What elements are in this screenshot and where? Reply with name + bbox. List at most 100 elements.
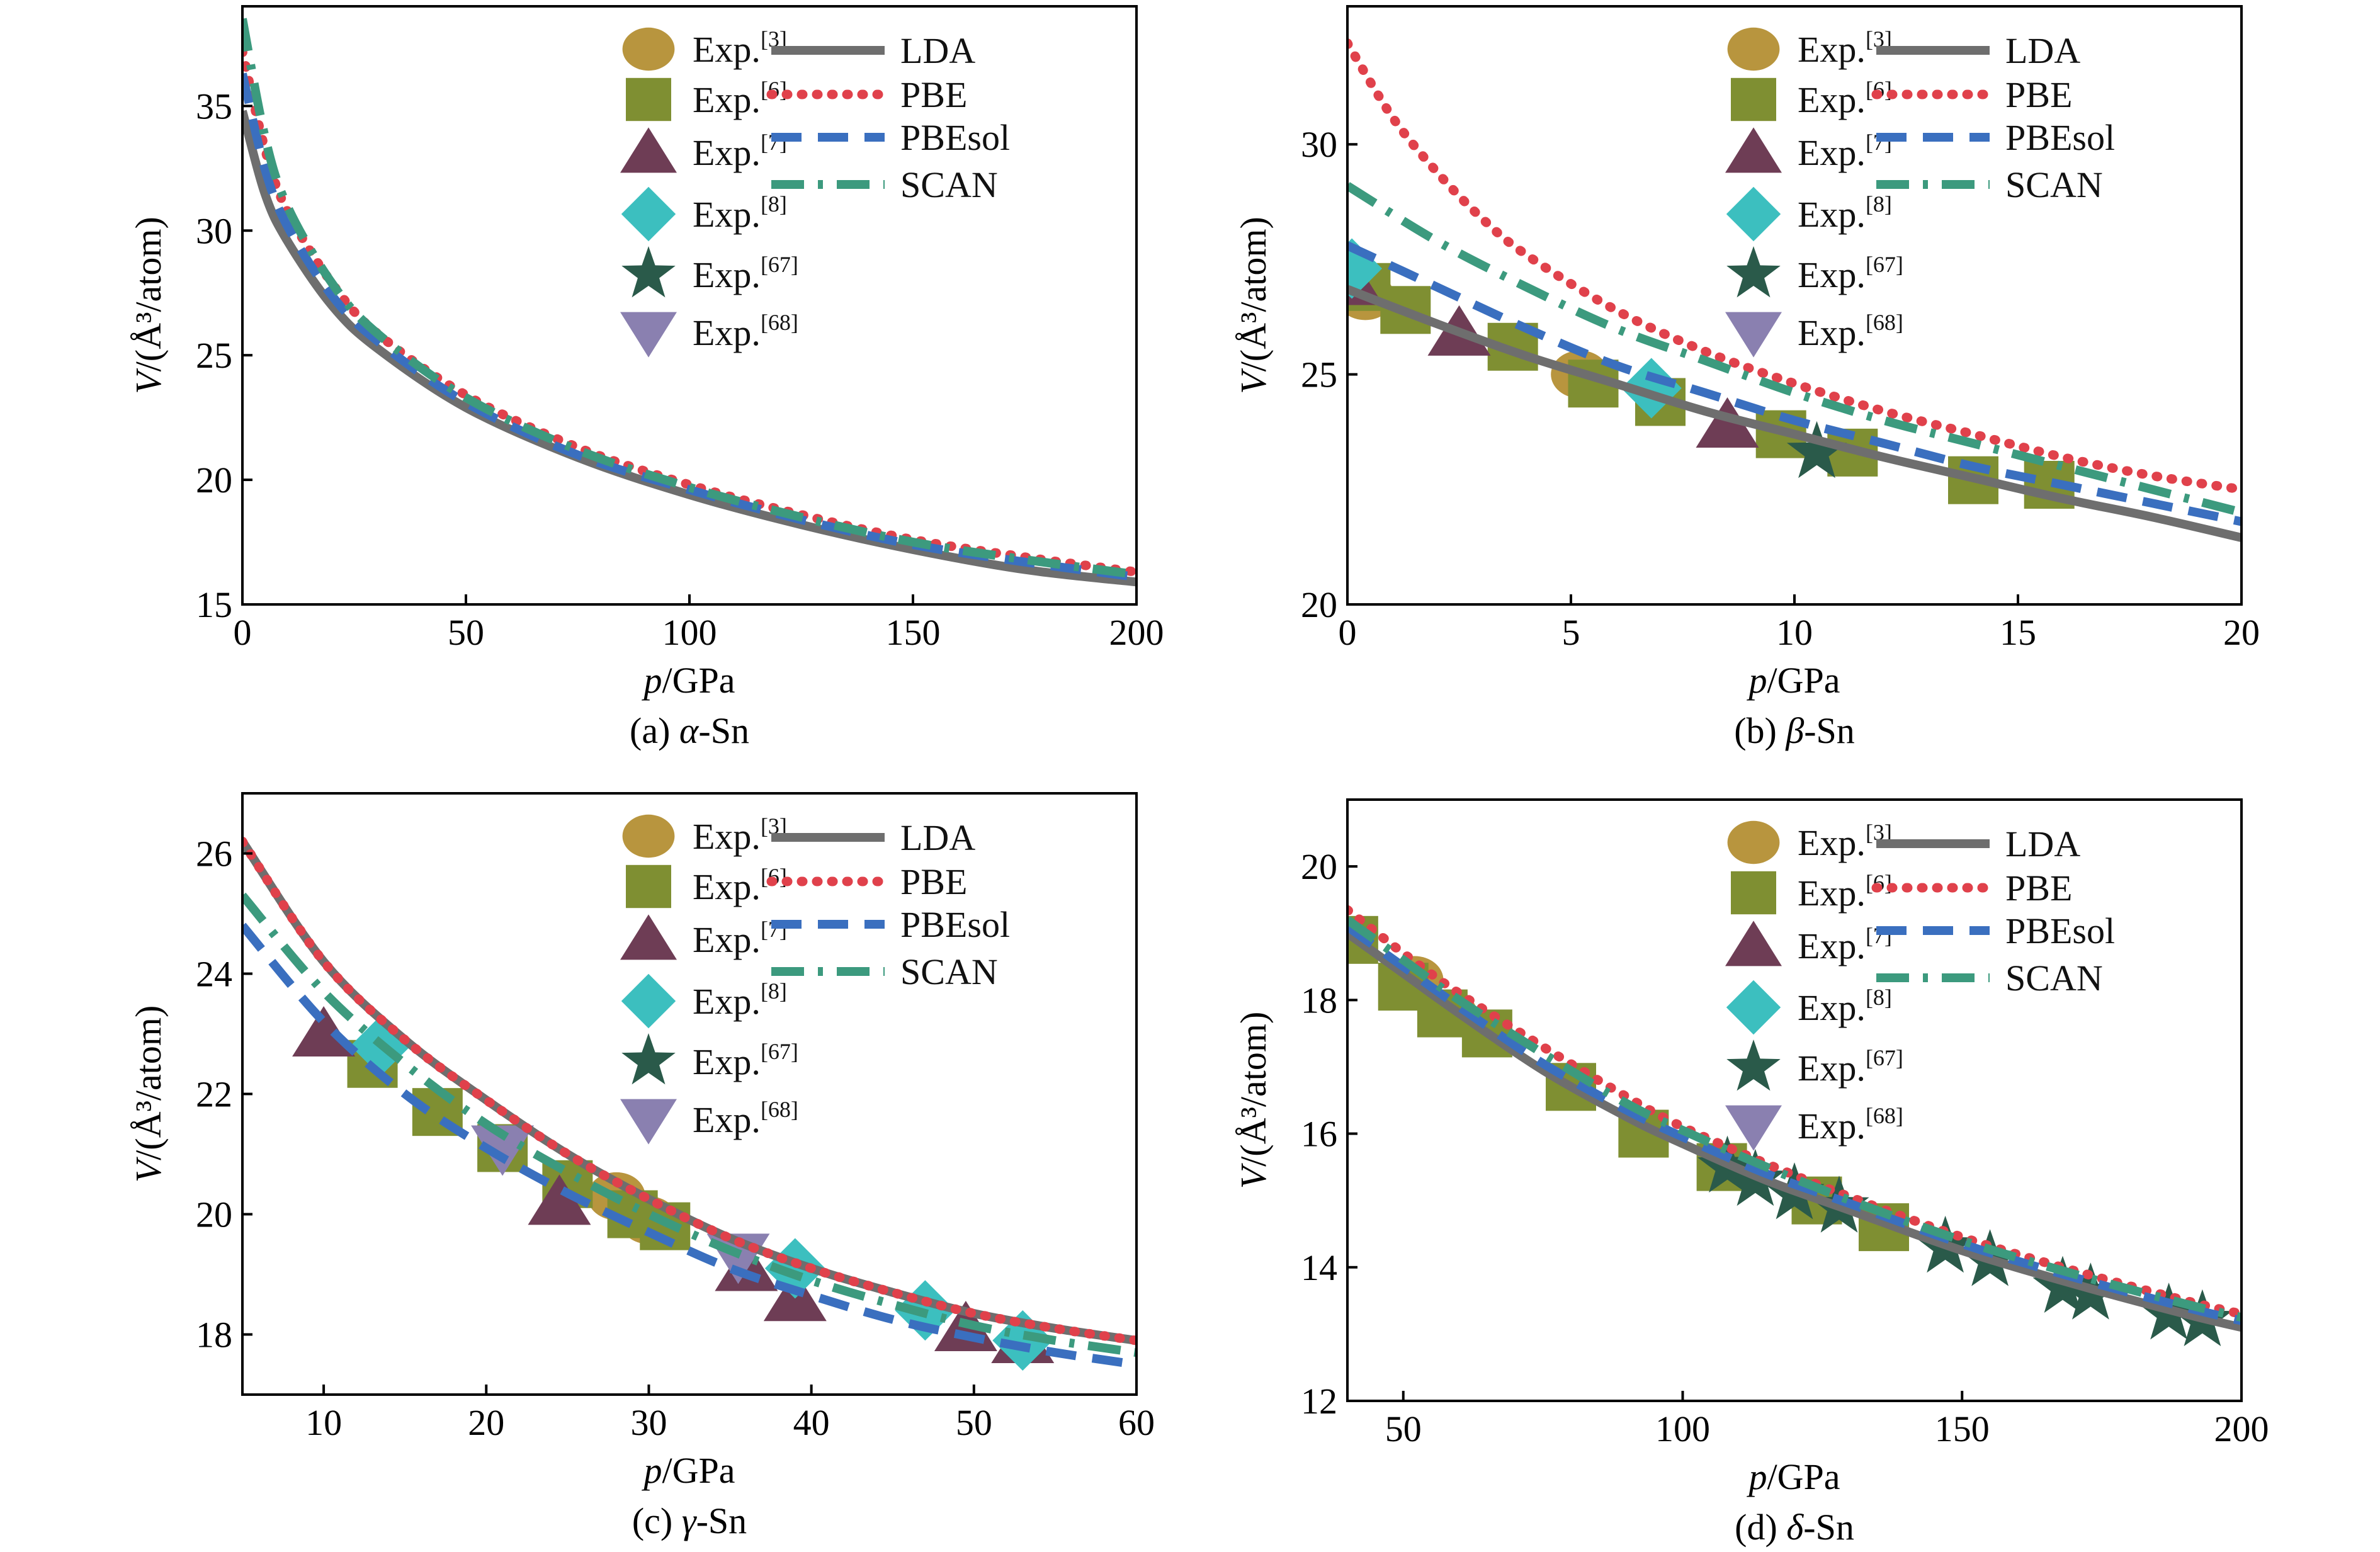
legend-item-pbe: PBE [766,861,967,902]
series-pbe-line [1347,38,2241,494]
series-lda-line [242,110,1136,587]
x-tick-label: 100 [662,612,717,653]
x-tick-label: 150 [1935,1408,1990,1449]
legend-item-exp-68: Exp.[68] [620,1097,798,1145]
legend-label: PBE [2005,74,2072,115]
panel-caption: (d) δ-Sn [1735,1507,1854,1548]
y-tick-label: 15 [196,584,232,625]
x-tick-label: 0 [234,612,252,653]
y-tick-label: 18 [1301,980,1337,1021]
legend-label: PBEsol [2005,117,2115,158]
y-tick-label: 20 [196,460,232,501]
x-axis-title: p/GPa [642,1450,735,1491]
legend-label: Exp.[8] [693,978,787,1022]
legend-label: Exp.[68] [1798,310,1903,353]
legend-marker-star [621,1033,676,1085]
legend-label: Exp.[6] [1798,870,1892,914]
legend-item-exp-3: Exp.[3] [622,26,787,71]
x-tick-label: 10 [305,1402,342,1443]
legend-marker-diamond [621,186,676,242]
panel-c: 10 20 30 40 50 60 18 20 22 24 26 p/GPa V/(Å³/atom) (c… [128,792,1155,1541]
legend: Exp.[3] Exp.[6] Exp.[7] Exp.[8] Exp.[67] Exp.… [1725,26,2115,358]
legend-item-exp-68: Exp.[68] [1725,1103,1903,1151]
legend-item-exp-6: Exp.[6] [626,864,787,909]
series-pbe-line [1347,905,2241,1319]
legend-label: Exp.[68] [693,1097,798,1140]
series-scan-line [1347,182,2241,517]
x-axis-title: p/GPa [1747,660,1840,701]
legend-item-exp-68: Exp.[68] [1725,310,1903,358]
y-tick-label: 30 [196,210,232,251]
y-axis-title: V/(Å³/atom) [1233,1012,1274,1189]
y-axis-title: V/(Å³/atom) [1233,217,1274,394]
legend-label: Exp.[3] [1798,26,1892,70]
experimental-points [292,1006,1055,1371]
legend-item-exp-67: Exp.[67] [621,246,798,298]
legend-marker-square [1731,77,1776,122]
legend-label: Exp.[7] [1798,923,1892,966]
legend-item-exp-7: Exp.[7] [620,127,787,173]
legend-marker-square [626,77,671,122]
legend-label: PBE [900,74,967,115]
panel-caption: (a) α-Sn [630,710,749,751]
legend-item-scan: SCAN [771,951,998,992]
x-tick-label: 30 [630,1402,667,1443]
legend-label: Exp.[3] [693,26,787,70]
legend-marker-triangle-up [1725,127,1782,173]
calculated-curves [242,18,1136,587]
calculated-curves [242,836,1136,1369]
calculated-curves [1347,38,2241,542]
plot-frame [241,5,1138,606]
y-axis-title: V/(Å³/atom) [128,1005,169,1183]
legend-item-exp-8: Exp.[8] [1726,186,1892,242]
legend-label: Exp.[6] [693,864,787,907]
legend-label: SCAN [900,164,998,205]
legend-item-exp-67: Exp.[67] [1726,1039,1903,1091]
legend-item-scan: SCAN [771,164,998,205]
legend-item-exp-67: Exp.[67] [621,1033,798,1085]
y-tick-label: 25 [1301,354,1337,395]
legend-item-lda: LDA [771,30,975,71]
legend-item-scan: SCAN [1876,164,2103,205]
legend-marker-triangle-up [620,127,677,173]
data-point-exp-7 [1696,397,1759,448]
x-tick-label: 20 [2223,612,2260,653]
legend-label: Exp.[7] [693,130,787,173]
y-tick-label: 12 [1301,1381,1337,1422]
x-tick-label: 50 [1385,1408,1422,1449]
panel-caption: (c) γ-Sn [632,1500,747,1541]
legend-marker-diamond [1726,186,1781,242]
series-pbesol-line [1347,241,2241,526]
series-scan-line [242,892,1136,1357]
legend-label: LDA [2005,30,2080,71]
legend-label: SCAN [900,951,998,992]
legend-item-exp-6: Exp.[6] [1731,870,1892,915]
legend-item-scan: SCAN [1876,958,2103,999]
series-lda-line [1347,929,2241,1332]
panels: 0 50 100 150 2001520253035p/GPaV/(Å³/atom)(a… [128,5,2269,1548]
plot-frame [1346,798,2243,1402]
x-tick-label: 40 [793,1402,830,1443]
legend-item-pbe: PBE [1871,868,2072,909]
legend: Exp.[3] Exp.[6] Exp.[7] Exp.[8] Exp.[67] Exp.… [1725,820,2115,1151]
panel-caption: (b) β-Sn [1734,710,1855,751]
legend-marker-diamond [621,973,676,1029]
series-pbe-line [242,836,1136,1345]
x-tick-label: 0 [1339,612,1357,653]
y-tick-label: 20 [1301,846,1337,887]
series-pbesol-line [242,72,1136,582]
legend-marker-star [1726,246,1781,298]
legend-marker-triangle-up [620,914,677,960]
legend-item-lda: LDA [771,817,975,858]
legend-item-exp-7: Exp.[7] [1725,920,1892,966]
legend: Exp.[3] Exp.[6] Exp.[7] Exp.[8] Exp.[67] Exp.… [620,26,1010,358]
x-tick-label: 15 [2000,612,2036,653]
legend-label: SCAN [2005,164,2103,205]
legend-item-exp-6: Exp.[6] [626,77,787,122]
y-tick-label: 22 [196,1074,232,1115]
y-tick-label: 24 [196,954,232,995]
legend-item-pbe: PBE [1871,74,2072,115]
legend-label: Exp.[3] [1798,820,1892,863]
x-tick-label: 100 [1655,1408,1710,1449]
y-tick-label: 14 [1301,1247,1337,1288]
